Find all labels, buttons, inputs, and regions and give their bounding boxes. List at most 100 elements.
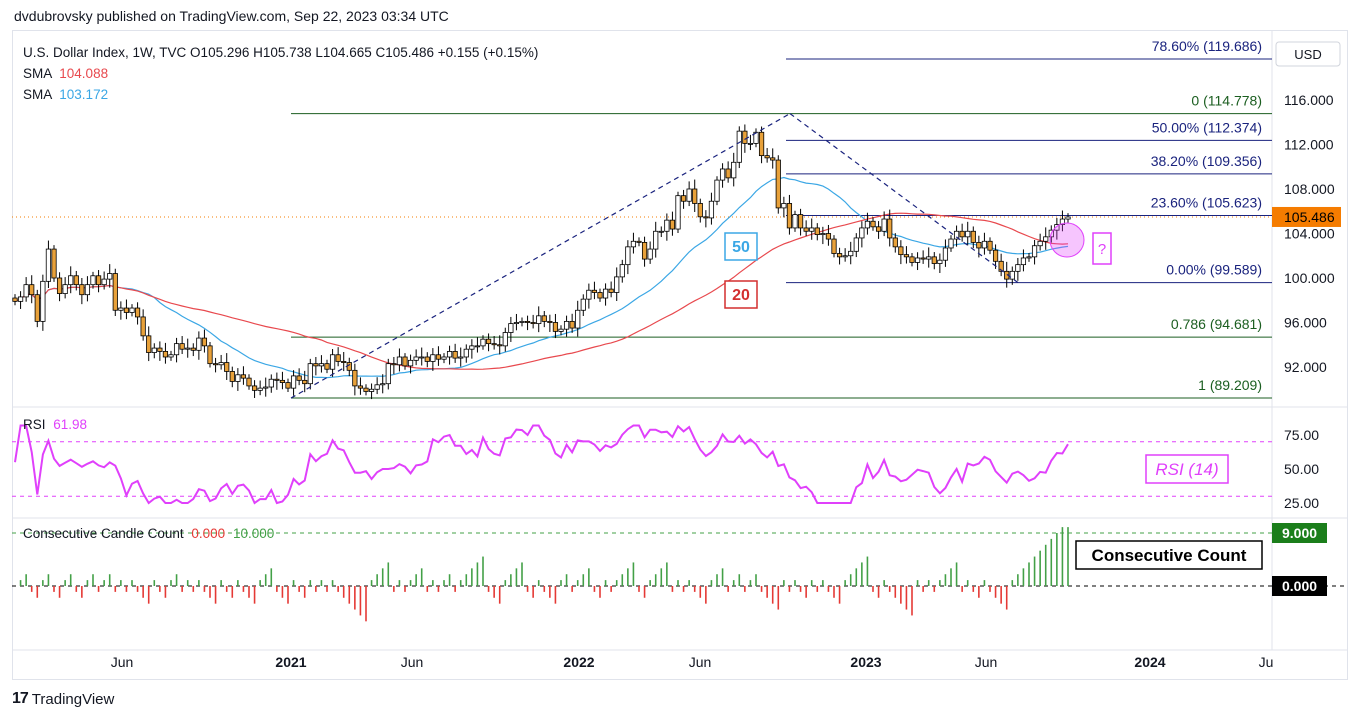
fib-level-label: 38.20% (109.356) xyxy=(1151,153,1262,169)
candle-body xyxy=(725,168,731,179)
candle-body xyxy=(474,345,481,348)
candle-body xyxy=(825,233,832,240)
candle-body xyxy=(1026,256,1032,259)
candle-body xyxy=(558,328,564,332)
candle-body xyxy=(853,237,859,252)
candle-body xyxy=(263,386,269,389)
legend-sma1: SMA 104.088 xyxy=(23,66,108,81)
candle-body xyxy=(212,363,219,366)
candle-body xyxy=(998,260,1004,272)
candle-body xyxy=(151,347,157,353)
candle-body xyxy=(452,351,458,359)
trendline-down xyxy=(789,113,1019,284)
candle-body xyxy=(836,253,843,258)
candle-body xyxy=(513,322,520,325)
candle-body xyxy=(575,309,581,329)
candle-body xyxy=(302,379,308,385)
count-tag-zero xyxy=(1272,576,1327,596)
candle-body xyxy=(491,343,497,346)
candle-body xyxy=(636,240,642,243)
candle-body xyxy=(758,131,765,157)
question-box-label: ? xyxy=(1098,241,1106,258)
price-tick-label: 92.000 xyxy=(1284,359,1327,375)
sma-50-line xyxy=(14,212,1069,370)
candle-body xyxy=(129,307,135,313)
candle-body xyxy=(569,320,575,329)
candle-body xyxy=(112,273,118,311)
rsi-line xyxy=(14,424,1069,505)
candle-body xyxy=(530,322,536,325)
rsi-box xyxy=(1145,454,1229,484)
legend-ccc-v2: 10.000 xyxy=(232,526,275,541)
highlight-circle xyxy=(1049,222,1085,258)
time-tick-label: Jun xyxy=(401,654,424,670)
fib-level-label: 50.00% (112.374) xyxy=(1152,119,1262,135)
count-box-label: Consecutive Count xyxy=(1092,546,1247,565)
candle-body xyxy=(235,374,241,382)
sma50-box-label: 50 xyxy=(732,239,750,256)
candle-body xyxy=(870,220,876,228)
candle-body xyxy=(419,356,425,359)
legend-sma1-label: SMA xyxy=(23,66,52,81)
price-axis: 116.000 112.000 108.000 104.000 100.000 96.00… xyxy=(1272,41,1341,375)
candle-body xyxy=(719,168,726,181)
candle-body xyxy=(307,363,313,385)
candle-body xyxy=(697,203,703,218)
candle-body xyxy=(764,155,770,159)
candle-body xyxy=(480,338,486,347)
candle-body xyxy=(201,337,208,347)
candle-body xyxy=(95,275,102,286)
candle-body xyxy=(430,354,436,362)
candle-body xyxy=(630,240,637,248)
legend-sma2-value: 103.172 xyxy=(59,87,109,102)
last-price-tag xyxy=(1272,206,1341,227)
candle-body xyxy=(608,288,614,293)
candle-body xyxy=(251,385,258,391)
candle-body xyxy=(374,384,380,390)
price-tick-label: 96.000 xyxy=(1284,315,1327,331)
candle-body xyxy=(792,214,798,229)
candle-body xyxy=(653,230,659,250)
candle-body xyxy=(196,337,202,351)
tradingview-logo[interactable]: 17 TradingView xyxy=(12,690,114,708)
candle-body xyxy=(1054,224,1060,231)
candle-body xyxy=(357,385,364,389)
candle-body xyxy=(970,230,976,243)
candle-body xyxy=(1059,218,1066,226)
candle-body xyxy=(981,240,988,249)
candle-body xyxy=(692,188,698,204)
candle-body xyxy=(29,284,35,296)
candle-body xyxy=(1065,216,1071,220)
price-tick-label: 100.000 xyxy=(1284,270,1335,286)
time-axis: Jun 2021 Jun 2022 Jun 2023 Jun 2024 Ju xyxy=(111,654,1274,670)
candle-body xyxy=(664,219,670,232)
candle-body xyxy=(402,356,408,367)
candle-body xyxy=(318,363,325,367)
candle-body xyxy=(90,275,96,286)
candle-body xyxy=(229,371,235,382)
candle-body xyxy=(926,256,932,260)
candle-body xyxy=(435,354,442,360)
candle-body xyxy=(809,227,815,232)
chart-frame[interactable] xyxy=(12,30,1348,680)
candle-body xyxy=(948,238,954,249)
candle-body xyxy=(909,256,915,263)
candle-body xyxy=(168,354,174,358)
candle-body xyxy=(714,179,720,202)
legend-sma2: SMA 103.172 xyxy=(23,87,108,102)
candle-body xyxy=(407,359,414,367)
tradingview-mark-icon: 17 xyxy=(12,690,29,707)
tradingview-brand: TradingView xyxy=(31,690,115,708)
candle-body xyxy=(352,369,358,387)
sma-20-line xyxy=(14,176,1069,379)
candle-body xyxy=(753,131,759,144)
candle-body xyxy=(296,375,302,381)
candle-body xyxy=(875,226,882,232)
candle-body xyxy=(658,230,664,233)
candle-body xyxy=(775,159,781,209)
candle-body xyxy=(441,356,447,360)
count-tag-zero-label: 0.000 xyxy=(1282,578,1317,594)
candle-body xyxy=(580,298,586,311)
legend-sma2-label: SMA xyxy=(23,87,52,102)
